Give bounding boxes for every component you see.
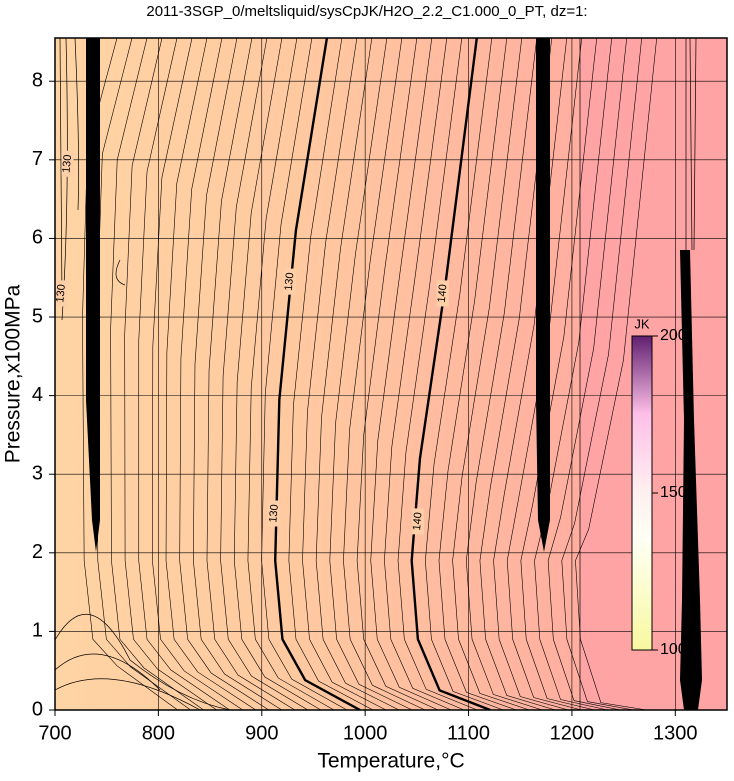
contour-label: 130 (283, 272, 297, 291)
contour-line-thin (220, 38, 309, 710)
contour-line-thin (547, 38, 628, 710)
contour-line-thin (479, 38, 556, 710)
contour-line-thin (179, 38, 269, 710)
plot-frame (54, 37, 728, 711)
contour-line-thin (425, 38, 504, 710)
contour-line-thin (96, 38, 191, 710)
x-axis-label: Temperature,°C (317, 750, 464, 773)
dense-contour-band (86, 38, 100, 552)
contour-line-thin (165, 38, 256, 710)
colorbar (631, 335, 653, 651)
y-tick-label: 7 (32, 148, 43, 170)
field-region (580, 38, 727, 710)
contour-line-thin (138, 38, 230, 710)
contour-line-thin (206, 38, 296, 710)
y-axis-label: Pressure,x100MPa (2, 284, 25, 463)
contour-line (274, 38, 361, 710)
y-tick-label: 4 (32, 384, 43, 406)
x-tick-label: 1000 (343, 722, 388, 744)
contour-line-thin (356, 38, 439, 710)
y-tick-label: 2 (32, 541, 43, 563)
x-tick-label: 800 (142, 722, 175, 744)
contour-label-bg (268, 500, 281, 527)
y-tick-label: 8 (32, 70, 43, 92)
contour-line-thin (575, 38, 657, 710)
field-region (55, 38, 580, 710)
contour-label-bg (55, 280, 68, 307)
contour-line-thin (302, 38, 387, 710)
contour-line-thin (233, 38, 322, 710)
contour-line-thin (288, 38, 374, 710)
contour-label: 130 (267, 504, 281, 523)
contour-label: 130 (54, 284, 68, 303)
contour-line-thin (247, 38, 335, 710)
colorbar-tick-label: 150 (660, 484, 687, 501)
contour-line-thin (315, 38, 400, 710)
contour-label-bg (61, 150, 74, 177)
contour-line-thin (465, 38, 543, 710)
dense-contour-band (536, 38, 550, 552)
x-tick-label: 700 (38, 722, 71, 744)
x-tick-label: 900 (245, 722, 278, 744)
contour-line-thin (82, 38, 178, 710)
contour-line-thin (534, 38, 613, 710)
x-tick-label: 1200 (550, 722, 595, 744)
contour-line-thin (397, 38, 478, 710)
plot-area: 130 130 140 140 130 130 (54, 38, 727, 710)
contour-label-bg (283, 268, 296, 295)
contour-line-thin (561, 38, 643, 710)
x-tick-label: 1300 (653, 722, 698, 744)
contour-line-thin (152, 38, 243, 710)
x-tick-label: 1100 (447, 722, 490, 744)
contour-line-thin (506, 38, 583, 710)
contour-line-thin (493, 38, 569, 710)
colorbar-title: JK (634, 316, 650, 331)
colorbar-tick-label: 100 (660, 641, 687, 658)
contour-line-thin (452, 38, 530, 710)
contour-line-thin (55, 38, 697, 710)
y-tick-label: 6 (32, 227, 43, 249)
contour-label-bg (411, 508, 424, 535)
contour-line-thin (520, 38, 598, 710)
y-tick-label: 5 (32, 305, 43, 327)
dense-contour-band (680, 250, 702, 710)
contour-line-thin (438, 38, 517, 710)
contour-line-thin (193, 38, 282, 710)
contour-line-thin (124, 38, 217, 710)
contour-label: 140 (411, 512, 425, 531)
contour-line-thin (384, 38, 465, 710)
contour-line-thin (343, 38, 426, 710)
contour-line-thin (370, 38, 452, 710)
y-tick-label: 3 (32, 462, 43, 484)
chart-title: 2011-3SGP_0/meltsliquid/sysCpJK/H2O_2.2_… (146, 3, 587, 20)
colorbar-tick-label: 200 (660, 327, 687, 344)
contour-line-thin (329, 38, 413, 710)
contour-label: 130 (61, 154, 75, 173)
y-tick-label: 1 (32, 620, 43, 642)
contour-label-bg (436, 280, 449, 307)
y-tick-label: 0 (32, 698, 43, 720)
contour-label: 140 (436, 284, 450, 303)
